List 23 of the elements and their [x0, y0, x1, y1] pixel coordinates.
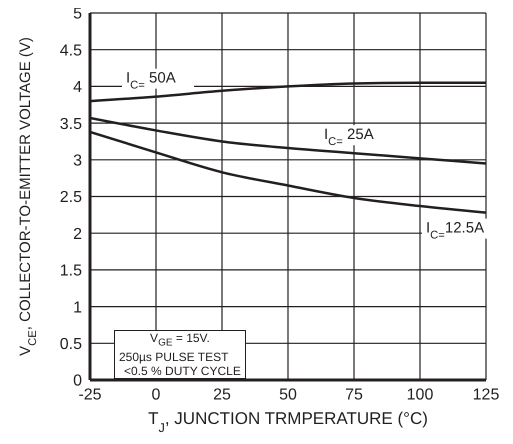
y-tick-label: 3: [73, 152, 82, 170]
x-tick-label: 0: [152, 386, 161, 404]
annotation: 250µs PULSE TEST: [119, 350, 228, 364]
y-tick-label: 4.5: [60, 42, 82, 60]
annotation: V$_{GE}$ = 15V.: [150, 331, 210, 348]
y-tick-label: 0.5: [60, 336, 82, 353]
x-tick-label: 125: [472, 386, 500, 404]
series-label: I$_{C=}$ 25A: [324, 126, 374, 148]
x-tick-label: 25: [213, 386, 231, 404]
y-tick-label: 2: [73, 226, 82, 243]
y-tick-label: 1.5: [60, 262, 82, 280]
x-tick-label: 50: [279, 386, 297, 404]
annotation: <0.5 % DUTY CYCLE: [124, 364, 241, 378]
y-tick-label: 1: [73, 299, 82, 316]
x-tick-label: 100: [406, 386, 434, 404]
y-tick-label: 2.5: [60, 189, 82, 206]
x-axis-title: T$_{J}$, JUNCTION TRMPERATURE (°C): [148, 409, 428, 434]
y-tick-label: 5: [73, 6, 82, 23]
series-label: I$_{C=}$12.5A: [426, 220, 484, 242]
x-tick-label: 75: [345, 386, 363, 404]
y-tick-label: 4: [73, 79, 82, 96]
series-label: I$_{C=}$ 50A: [126, 70, 176, 92]
y-tick-label: 3.5: [60, 116, 82, 133]
